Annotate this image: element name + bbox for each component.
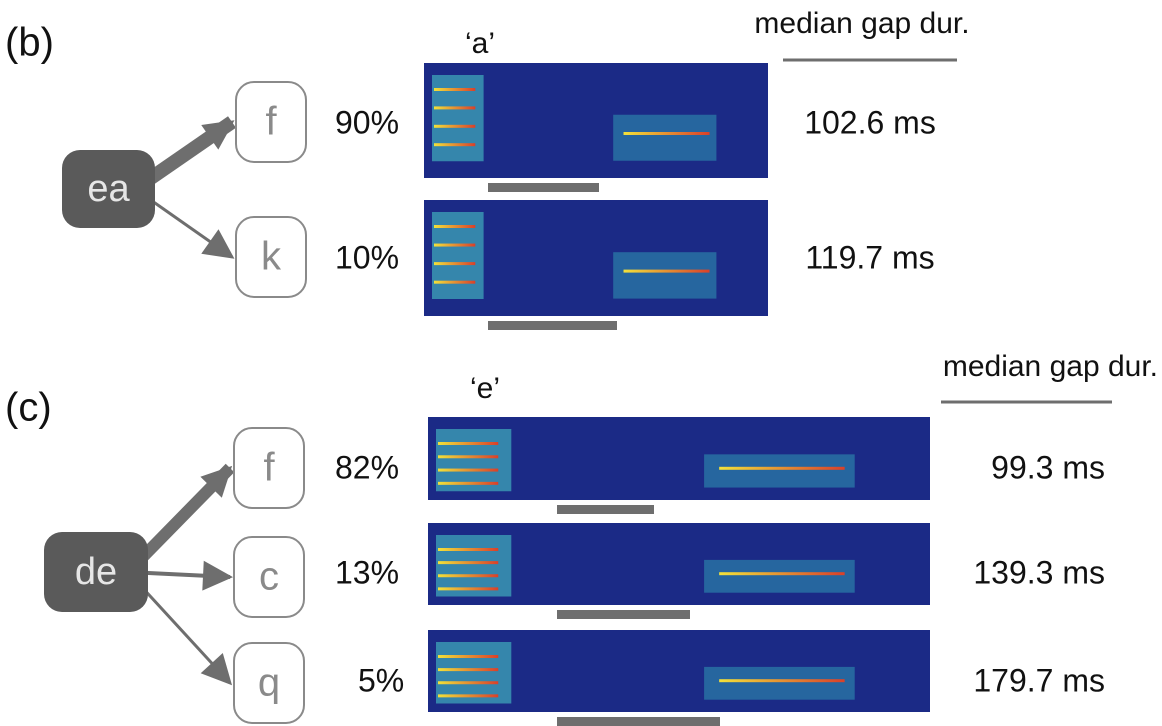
target-label: k xyxy=(261,235,282,279)
spectrogram-harmonic xyxy=(438,681,498,684)
gap-duration: 99.3 ms xyxy=(991,449,1105,485)
gap-duration: 139.3 ms xyxy=(973,554,1105,590)
spectrogram-harmonic xyxy=(624,132,710,135)
target-label: q xyxy=(258,661,280,705)
spectrogram-harmonic xyxy=(434,88,475,91)
gap-duration: 119.7 ms xyxy=(805,239,934,275)
spectrogram-note xyxy=(704,667,855,700)
spectrogram-harmonic xyxy=(719,572,845,575)
percent: 10% xyxy=(335,239,399,275)
spectrogram-harmonic xyxy=(438,469,498,472)
spectrogram-note xyxy=(704,454,855,487)
spectrogram-harmonic xyxy=(434,143,475,146)
gap-duration: 179.7 ms xyxy=(973,662,1105,698)
spectrogram-note xyxy=(704,560,855,593)
gap-duration: 102.6 ms xyxy=(804,104,936,140)
gap-bar xyxy=(488,183,599,192)
spectrogram-note xyxy=(613,252,716,298)
spectrogram-harmonic xyxy=(438,442,498,445)
content: (b) ‘a’ median gap dur. f 90% 102.6 ms k 10% 119… xyxy=(5,7,1158,726)
panel-label: (b) xyxy=(5,21,54,65)
spectrogram-harmonic xyxy=(438,548,498,551)
spectrogram-harmonic xyxy=(438,694,498,697)
spectrogram-harmonic xyxy=(438,574,498,577)
source-label: ea xyxy=(87,168,130,210)
spectrogram-note xyxy=(436,642,511,704)
spectrogram-harmonic xyxy=(438,587,498,590)
gap-bar xyxy=(557,717,720,726)
spectrogram-harmonic xyxy=(719,467,845,470)
spectrogram-harmonic xyxy=(719,679,845,682)
spectrogram-harmonic xyxy=(434,106,475,109)
spectrogram-harmonic xyxy=(624,270,710,273)
figure: (b) ‘a’ median gap dur. f 90% 102.6 ms k 10% 119… xyxy=(0,0,1162,726)
spectrogram-note xyxy=(613,115,716,161)
target-label: f xyxy=(265,100,277,144)
percent: 90% xyxy=(335,104,399,140)
column-header: median gap dur. xyxy=(754,7,969,40)
spectrogram-harmonic xyxy=(434,262,475,265)
percent: 13% xyxy=(335,554,399,590)
syllable-label: ‘a’ xyxy=(465,27,495,60)
column-header: median gap dur. xyxy=(943,350,1158,383)
spectrogram-note xyxy=(432,75,484,161)
percent: 5% xyxy=(358,662,404,698)
spectrogram-harmonic xyxy=(434,244,475,247)
panel-label: (c) xyxy=(5,386,52,430)
gap-bar xyxy=(488,321,617,330)
spectrogram-harmonic xyxy=(434,225,475,228)
spectrogram-harmonic xyxy=(434,281,475,284)
spectrogram-harmonic xyxy=(438,482,498,485)
spectrogram-harmonic xyxy=(434,125,475,128)
gap-bar xyxy=(557,610,690,619)
spectrogram-harmonic xyxy=(438,561,498,564)
target-label: c xyxy=(259,555,279,599)
syllable-label: ‘e’ xyxy=(470,372,500,405)
gap-bar xyxy=(557,505,654,514)
spectrogram-harmonic xyxy=(438,455,498,458)
target-label: f xyxy=(263,446,275,490)
percent: 82% xyxy=(335,449,399,485)
source-label: de xyxy=(75,551,117,593)
spectrogram-note xyxy=(436,535,511,597)
spectrogram-harmonic xyxy=(438,668,498,671)
spectrogram-harmonic xyxy=(438,655,498,658)
